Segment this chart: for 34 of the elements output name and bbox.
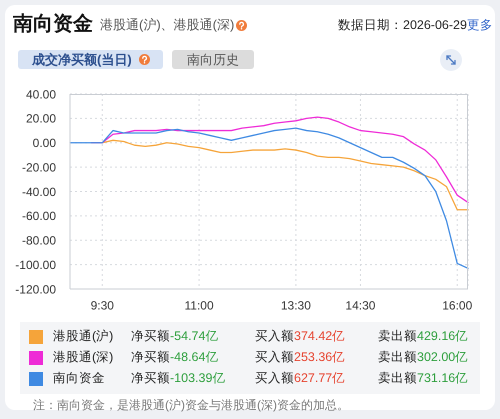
chart-subtitle: 港股通(沪)、港股通(深) <box>100 16 234 34</box>
text: 更多 <box>467 17 493 34</box>
text: 买入额253.36亿 <box>255 350 346 364</box>
y-tick-label: 20.00 <box>26 112 56 126</box>
text: 卖出额429.16亿 <box>378 329 468 343</box>
text: 卖出额731.16亿 <box>378 371 468 385</box>
y-tick-label: -40.00 <box>22 184 56 199</box>
y-tick-label: 40.00 <box>26 87 56 102</box>
line-series <box>69 127 469 269</box>
text: 成交净买额(当日) <box>32 51 132 68</box>
x-tick-label: 9:30 <box>90 298 114 313</box>
x-tick-label: 13:30 <box>280 298 312 313</box>
text: 买入额374.42亿 <box>255 329 346 343</box>
x-tick-label: 16:00 <box>442 298 473 313</box>
y-tick-label: -20.00 <box>22 160 56 174</box>
text: 南向历史 <box>187 52 239 67</box>
x-tick-label: 14:30 <box>345 298 376 313</box>
text: 净买额-54.74亿 <box>131 329 218 343</box>
text: 数据日期：2026-06-29 <box>338 17 467 34</box>
legend-label: 港股通(深) <box>53 349 114 366</box>
y-tick-label: -60.00 <box>22 209 56 224</box>
text: 净买额-48.64亿 <box>131 350 218 364</box>
y-tick-label: -80.00 <box>22 234 56 248</box>
text: 卖出额302.00亿 <box>378 350 468 364</box>
y-tick-label: -100.00 <box>15 258 56 272</box>
legend-label: 南向资金 <box>53 370 105 387</box>
x-tick-label: 11:00 <box>184 298 214 313</box>
text: 净买额-103.39亿 <box>131 371 226 385</box>
text: 注：南向资金，是港股通(沪)资金与港股通(深)资金的加总。 <box>33 397 349 413</box>
text: 买入额627.77亿 <box>255 371 346 385</box>
y-tick-label: -120.00 <box>15 282 56 296</box>
legend-label: 港股通(沪) <box>53 328 114 345</box>
y-tick-label: 0.00 <box>32 136 56 150</box>
chart-title: 南向资金 <box>13 12 93 37</box>
